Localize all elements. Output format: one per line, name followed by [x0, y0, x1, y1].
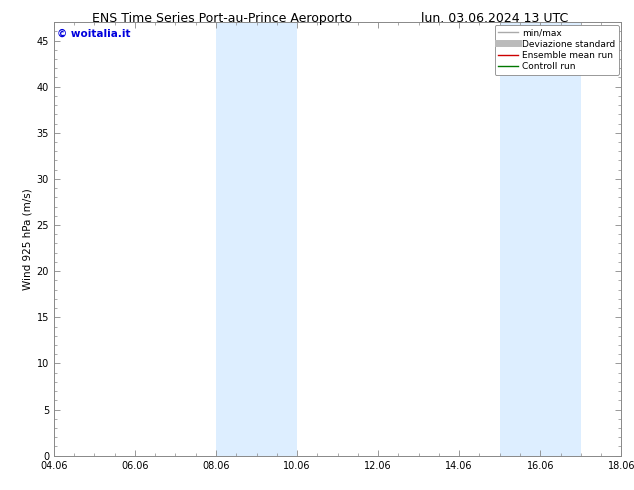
Bar	[216, 22, 257, 456]
Bar	[257, 22, 297, 456]
Text: lun. 03.06.2024 13 UTC: lun. 03.06.2024 13 UTC	[421, 12, 568, 25]
Text: © woitalia.it: © woitalia.it	[56, 28, 130, 39]
Text: ENS Time Series Port-au-Prince Aeroporto: ENS Time Series Port-au-Prince Aeroporto	[92, 12, 352, 25]
Bar	[500, 22, 540, 456]
Bar	[540, 22, 581, 456]
Y-axis label: Wind 925 hPa (m/s): Wind 925 hPa (m/s)	[22, 188, 32, 290]
Legend: min/max, Deviazione standard, Ensemble mean run, Controll run: min/max, Deviazione standard, Ensemble m…	[495, 25, 619, 75]
